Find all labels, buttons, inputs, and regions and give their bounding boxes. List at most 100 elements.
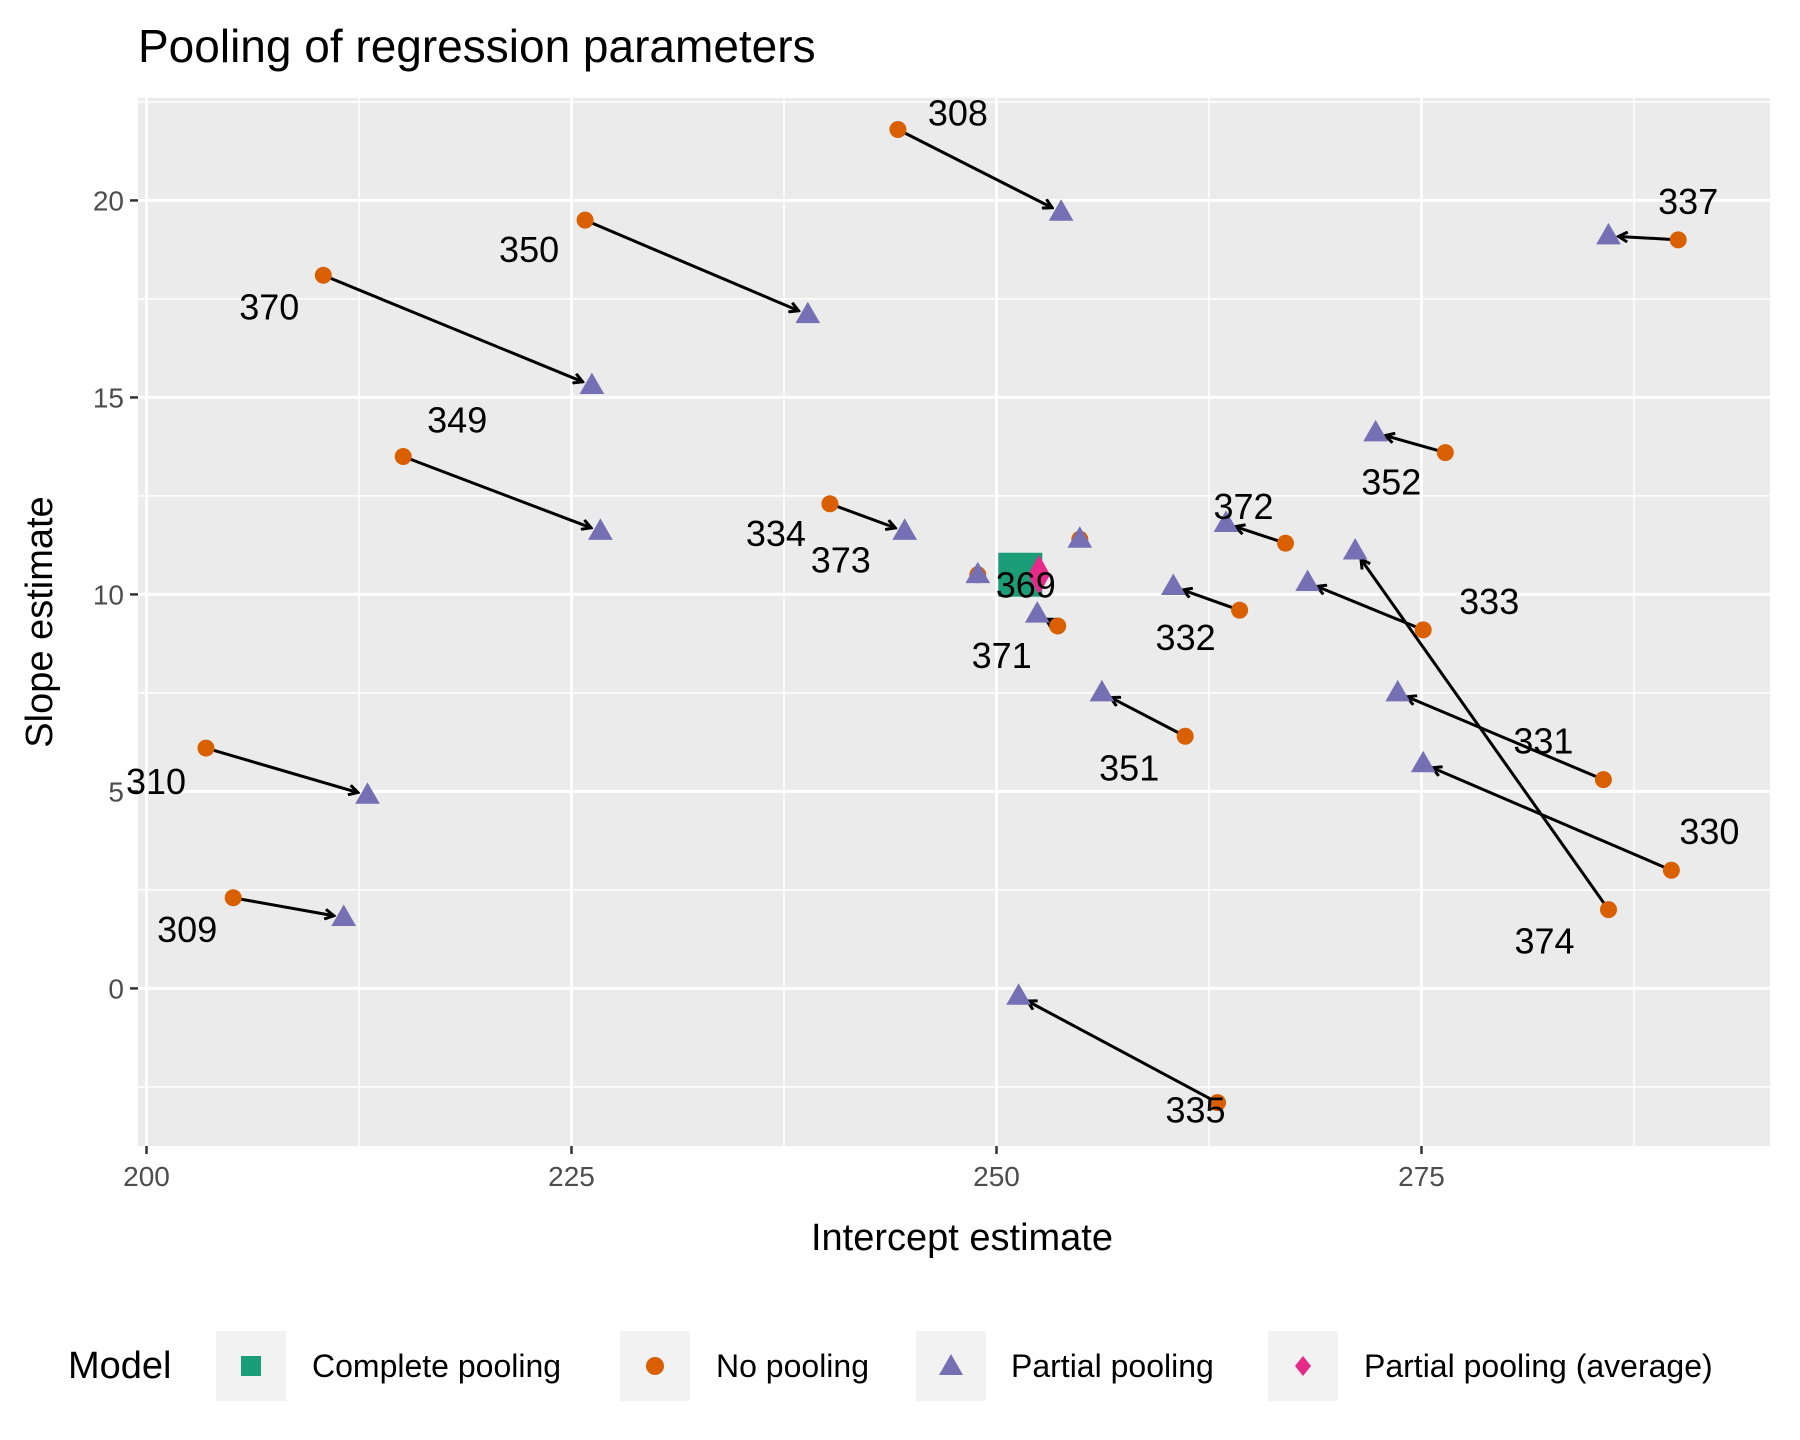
shrinkage-arrow [402, 455, 591, 528]
shrinkage-arrows [205, 128, 1679, 1104]
point-label: 334 [746, 513, 806, 554]
partial-pooling-point [1006, 983, 1031, 1005]
point-label: 350 [499, 229, 559, 270]
partial-pooling-point [331, 904, 357, 926]
no-pooling-point [1209, 1094, 1226, 1112]
shrinkage-arrow [322, 273, 582, 382]
partial-pooling-point [1024, 601, 1050, 623]
no-pooling-point [314, 266, 332, 284]
point-label: 373 [811, 540, 871, 581]
no-pooling-point [1176, 727, 1194, 745]
partial-pooling-point [1160, 573, 1186, 595]
no-pooling-point [821, 495, 839, 513]
legend-label: Complete pooling [312, 1348, 561, 1384]
y-tick-label: 0 [108, 973, 124, 1004]
point-label: 352 [1361, 462, 1421, 503]
x-tick-label: 200 [123, 1161, 170, 1192]
point-label: 349 [427, 400, 487, 441]
partial-pooling-point [355, 782, 380, 804]
y-axis-ticks: 0 5 10 15 20 [93, 185, 138, 1004]
partial-pooling-point [965, 561, 991, 584]
point-label: 351 [1099, 747, 1159, 788]
x-tick-label: 275 [1398, 1161, 1445, 1192]
no-pooling-point [1049, 617, 1067, 635]
no-pooling-point [1436, 444, 1454, 462]
partial-pooling-point [1089, 679, 1115, 702]
partial-pooling-point [1385, 679, 1411, 702]
no-pooling-point [576, 211, 594, 229]
shrinkage-arrow [1111, 698, 1186, 738]
point-label: 309 [157, 909, 217, 950]
partial-pooling-point [1363, 419, 1388, 442]
y-tick-label: 5 [108, 776, 124, 807]
no-pooling-point [1662, 861, 1680, 879]
partial-pooling-point [1295, 569, 1320, 592]
partial-pooling-point [795, 301, 821, 324]
shrinkage-arrow [205, 746, 358, 792]
x-tick-label: 225 [548, 1161, 595, 1192]
legend-title: Model [68, 1345, 172, 1387]
partial-pooling-point [588, 518, 613, 540]
point-label: 374 [1514, 921, 1574, 962]
point-label: 372 [1213, 486, 1273, 527]
shrinkage-arrow [1027, 1001, 1219, 1104]
no-pooling-point [1277, 534, 1294, 552]
y-axis-title: Slope estimate [19, 496, 61, 747]
shrinkage-arrow [232, 896, 334, 916]
no-pooling-point [224, 889, 242, 907]
point-label: 369 [996, 564, 1056, 605]
plot-panel [138, 98, 1770, 1146]
partial-pooling-point [579, 372, 605, 395]
partial-pooling-point [1067, 526, 1093, 548]
y-tick-label: 20 [93, 185, 124, 216]
shrinkage-arrow [1432, 768, 1672, 872]
shrinkage-arrow [1618, 236, 1679, 239]
no-pooling-point [197, 739, 215, 757]
no-pooling-point [1414, 621, 1432, 639]
shrinkage-arrow [1235, 527, 1286, 545]
no-pooling-point [394, 448, 412, 466]
point-label: 308 [928, 93, 988, 134]
partial-pooling-point [1048, 199, 1074, 221]
legend-triangle-icon [939, 1354, 963, 1375]
partial-pooling-point [892, 518, 918, 540]
no-pooling-point [1594, 771, 1612, 789]
legend-label: Partial pooling (average) [1364, 1348, 1713, 1384]
point-label: 331 [1513, 721, 1573, 762]
partial-pooling-point [1213, 510, 1239, 532]
chart-title: Pooling of regression parameters [138, 20, 816, 72]
legend-square-icon [241, 1356, 261, 1376]
point-label: 337 [1658, 181, 1718, 222]
x-tick-label: 250 [973, 1161, 1020, 1192]
legend-label: Partial pooling [1011, 1348, 1214, 1384]
shrinkage-arrow [1385, 436, 1446, 455]
shrinkage-arrow [1183, 590, 1241, 612]
point-label: 332 [1156, 617, 1216, 658]
partial-pooling-point [1410, 750, 1436, 773]
point-label: 333 [1459, 581, 1519, 622]
legend-diamond-icon [1295, 1356, 1311, 1376]
shrinkage-arrow [1407, 697, 1604, 781]
partial-pooling-average-point [1028, 554, 1050, 595]
partial-pooling-point [1342, 538, 1368, 560]
legend: Model Complete pooling No pooling Partial … [68, 1331, 1713, 1401]
point-label: 335 [1165, 1090, 1225, 1131]
no-pooling-point [1600, 901, 1617, 919]
point-label: 370 [239, 286, 299, 327]
partial-pooling-point [1596, 222, 1621, 245]
partial-pooling-points [331, 199, 1621, 1005]
no-pooling-point [1231, 601, 1249, 619]
point-label: 310 [126, 761, 186, 802]
average-layer [1028, 554, 1050, 595]
point-label: 371 [972, 635, 1032, 676]
point-labels: 308 309 310 330 331 332 333 334 335 337 349 350 351 3… [126, 93, 1739, 1131]
point-label: 330 [1679, 811, 1739, 852]
y-tick-label: 15 [93, 382, 124, 413]
no-pooling-point [889, 121, 907, 139]
shrinkage-arrow [897, 128, 1052, 208]
x-axis-title: Intercept estimate [811, 1217, 1113, 1259]
x-axis-ticks: 200 225 250 275 [123, 1146, 1445, 1192]
no-pooling-point [1669, 231, 1687, 249]
shrinkage-arrow [829, 502, 895, 528]
